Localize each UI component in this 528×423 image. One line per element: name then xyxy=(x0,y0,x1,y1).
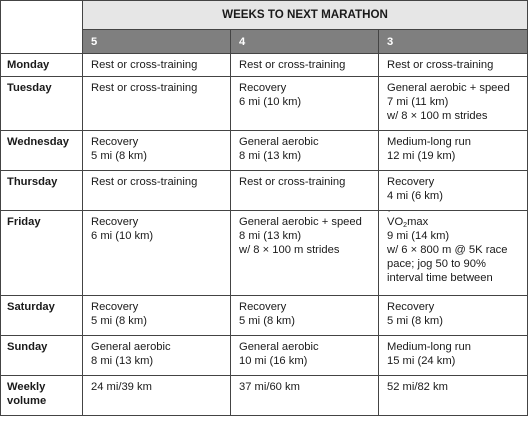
workout-cell: Rest or cross-training xyxy=(82,76,231,131)
workout-cell: General aerobic 10 mi (16 km) xyxy=(230,335,379,376)
volume-cell: 37 mi/60 km xyxy=(230,375,379,416)
workout-cell: Recovery 5 mi (8 km) xyxy=(377,295,528,336)
workout-cell: Medium-long run 12 mi (19 km) xyxy=(377,130,528,171)
table-row: Saturday Recovery 5 mi (8 km) Recovery 5 m… xyxy=(0,295,528,336)
workout-cell: Recovery 6 mi (10 km) xyxy=(230,76,379,131)
workout-cell: Recovery 4 mi (6 km) xyxy=(377,170,528,211)
workout-cell: Rest or cross-training xyxy=(82,170,231,211)
workout-cell: Rest or cross-training xyxy=(230,53,379,77)
workout-cell: Rest or cross-training xyxy=(230,170,379,211)
day-label: Monday xyxy=(0,53,83,77)
workout-cell: General aerobic 8 mi (13 km) xyxy=(82,335,231,376)
workout-cell: Rest or cross-training xyxy=(377,53,528,77)
week-header-3: 3 xyxy=(377,29,528,54)
day-label: Sunday xyxy=(0,335,83,376)
table-row: Friday Recovery 6 mi (10 km) General aero… xyxy=(0,210,528,296)
vo2max-label: V ˙ O2max xyxy=(387,210,429,230)
workout-cell: General aerobic + speed 8 mi (13 km) w/ 8 … xyxy=(230,210,379,296)
day-label: Tuesday xyxy=(0,76,83,131)
workout-cell: Recovery 5 mi (8 km) xyxy=(82,130,231,171)
table-row: Thursday Rest or cross-training Rest or … xyxy=(0,170,528,211)
corner-cell xyxy=(0,0,83,54)
workout-cell: General aerobic + speed 7 mi (11 km) w/ 8 … xyxy=(377,76,528,131)
workout-cell: Rest or cross-training xyxy=(82,53,231,77)
table-title: WEEKS TO NEXT MARATHON xyxy=(81,0,528,30)
workout-cell: V ˙ O2max 9 mi (14 km) w/ 6 × 800 m @ 5K r… xyxy=(377,210,528,296)
workout-cell: Recovery 5 mi (8 km) xyxy=(230,295,379,336)
day-label: Wednesday xyxy=(0,130,83,171)
table-row: Monday Rest or cross-training Rest or cr… xyxy=(0,53,528,77)
workout-cell: General aerobic 8 mi (13 km) xyxy=(230,130,379,171)
week-header-4: 4 xyxy=(230,29,379,54)
day-label: Thursday xyxy=(0,170,83,211)
week-header-5: 5 xyxy=(82,29,231,54)
workout-cell: Recovery 6 mi (10 km) xyxy=(82,210,231,296)
workout-cell: Medium-long run 15 mi (24 km) xyxy=(377,335,528,376)
day-label: Friday xyxy=(0,210,83,296)
table-row-weekly-volume: Weekly volume 24 mi/39 km 37 mi/60 km 52 … xyxy=(0,375,528,416)
day-label: Weekly volume xyxy=(0,375,83,416)
volume-cell: 24 mi/39 km xyxy=(82,375,231,416)
table-row: Tuesday Rest or cross-training Recovery 6… xyxy=(0,76,528,131)
workout-cell: Recovery 5 mi (8 km) xyxy=(82,295,231,336)
table-row: Wednesday Recovery 5 mi (8 km) General ae… xyxy=(0,130,528,171)
volume-cell: 52 mi/82 km xyxy=(377,375,528,416)
table-row: Sunday General aerobic 8 mi (13 km) Gener… xyxy=(0,335,528,376)
day-label: Saturday xyxy=(0,295,83,336)
